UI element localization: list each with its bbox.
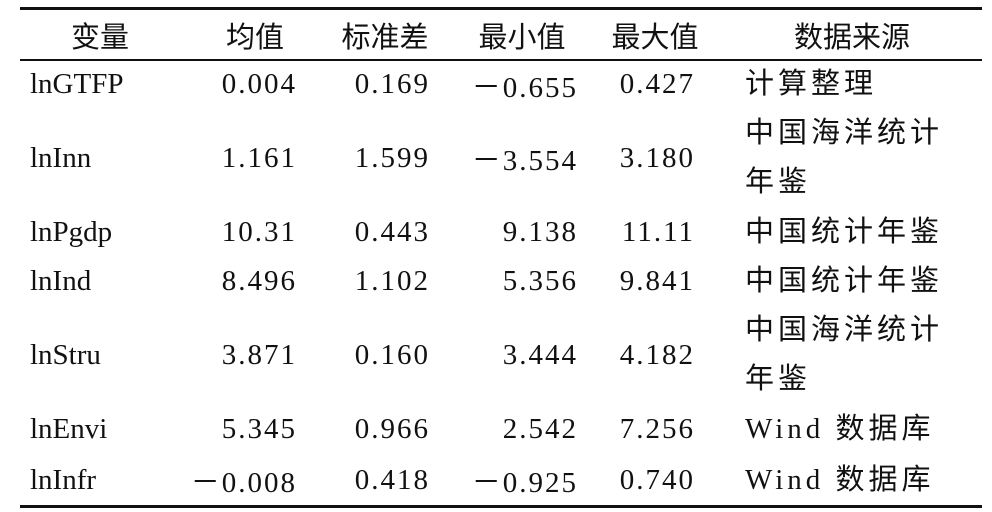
value-cell: －3.554 (471, 145, 578, 177)
bottom-rule (20, 505, 982, 508)
top-rule (20, 7, 982, 10)
value-cell: －0.655 (471, 71, 578, 104)
source-cell: 中国海洋统计年鉴 (745, 314, 944, 395)
value-cell: 5.356 (502, 265, 578, 297)
value-cell: 1.161 (221, 141, 297, 174)
value-cell: 0.004 (221, 68, 297, 100)
header-cell: 最大值 (611, 21, 699, 54)
value-cell: －0.925 (471, 467, 578, 499)
source-cell: Wind 数据库 (745, 413, 935, 445)
value-cell: 9.841 (619, 265, 695, 297)
header-cell: 均值 (225, 21, 284, 54)
variable-cell: lnEnvi (30, 413, 108, 445)
value-cell: 4.182 (619, 338, 695, 371)
source-cell: 中国统计年鉴 (745, 215, 944, 248)
header-rule (20, 59, 982, 61)
value-cell: 0.160 (354, 338, 430, 371)
value-cell: 7.256 (619, 413, 695, 445)
value-cell: 0.169 (354, 68, 430, 100)
value-cell: 0.418 (354, 463, 430, 496)
value-cell: 2.542 (502, 413, 578, 445)
variable-cell: lnInd (30, 265, 92, 297)
value-cell: 5.345 (221, 413, 297, 445)
value-cell: 11.11 (621, 215, 695, 248)
header-cell: 标准差 (341, 21, 429, 54)
header-cell: 数据来源 (793, 21, 910, 54)
value-cell: 3.180 (619, 141, 695, 174)
value-cell: 3.871 (221, 338, 297, 371)
value-cell: 0.443 (354, 215, 430, 248)
source-cell: 中国海洋统计年鉴 (745, 117, 944, 198)
value-cell: 1.102 (354, 265, 430, 297)
variable-cell: lnStru (30, 338, 101, 371)
value-cell: 0.966 (354, 413, 430, 445)
variable-cell: lnInn (30, 141, 92, 174)
header-cell: 变量 (70, 21, 129, 54)
value-cell: 8.496 (221, 265, 297, 297)
value-cell: 10.31 (221, 215, 297, 248)
value-cell: 1.599 (354, 141, 430, 174)
variable-cell: lnInfr (30, 463, 97, 496)
value-cell: 0.427 (619, 68, 695, 100)
value-cell: 3.444 (502, 338, 578, 371)
value-cell: －0.008 (190, 467, 297, 499)
source-cell: 中国统计年鉴 (745, 265, 944, 297)
value-cell: 9.138 (502, 215, 578, 248)
variable-cell: lnGTFP (30, 68, 124, 100)
header-cell: 最小值 (478, 21, 566, 54)
source-cell: 计算整理 (745, 68, 878, 100)
source-cell: Wind 数据库 (745, 463, 935, 496)
value-cell: 0.740 (619, 463, 695, 496)
variable-cell: lnPgdp (30, 215, 113, 248)
